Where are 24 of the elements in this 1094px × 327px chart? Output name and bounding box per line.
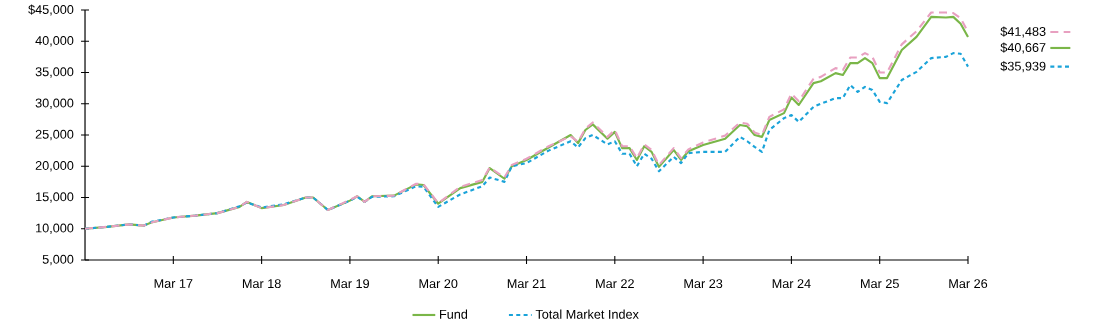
y-tick-label: 10,000: [36, 223, 74, 234]
x-tick-label: Mar 25: [861, 279, 899, 289]
y-tick-label: 40,000: [35, 36, 74, 47]
y-tick-label: 25,000: [35, 129, 74, 141]
y-tick-label: $45,000: [28, 4, 74, 16]
x-tick-label: Mar 17: [154, 279, 193, 288]
y-tick-label: 15,000: [36, 192, 74, 203]
x-tick-label: Mar 24: [772, 279, 811, 289]
y-tick-label: 20,000: [35, 161, 74, 172]
x-tick-label: Mar 19: [331, 279, 370, 289]
legend-label: Fund: [440, 309, 468, 319]
legend-label: Total Market Index: [535, 309, 639, 319]
x-tick-label: Mar 20: [419, 279, 458, 289]
x-tick-label: Mar 18: [242, 279, 281, 289]
x-tick-label: Mar 21: [507, 279, 546, 289]
annotation: $40,667: [1000, 42, 1046, 54]
x-tick-label: Mar 23: [684, 279, 723, 289]
x-tick-label: Mar 22: [596, 279, 634, 289]
annotation: $41,483: [1000, 26, 1046, 38]
y-tick-label: 30,000: [35, 98, 74, 109]
x-tick-label: Mar 26: [949, 279, 988, 289]
y-tick-label: 35,000: [35, 67, 74, 78]
annotation: $35,939: [1000, 61, 1046, 73]
y-tick-label: 5,000: [42, 254, 74, 266]
